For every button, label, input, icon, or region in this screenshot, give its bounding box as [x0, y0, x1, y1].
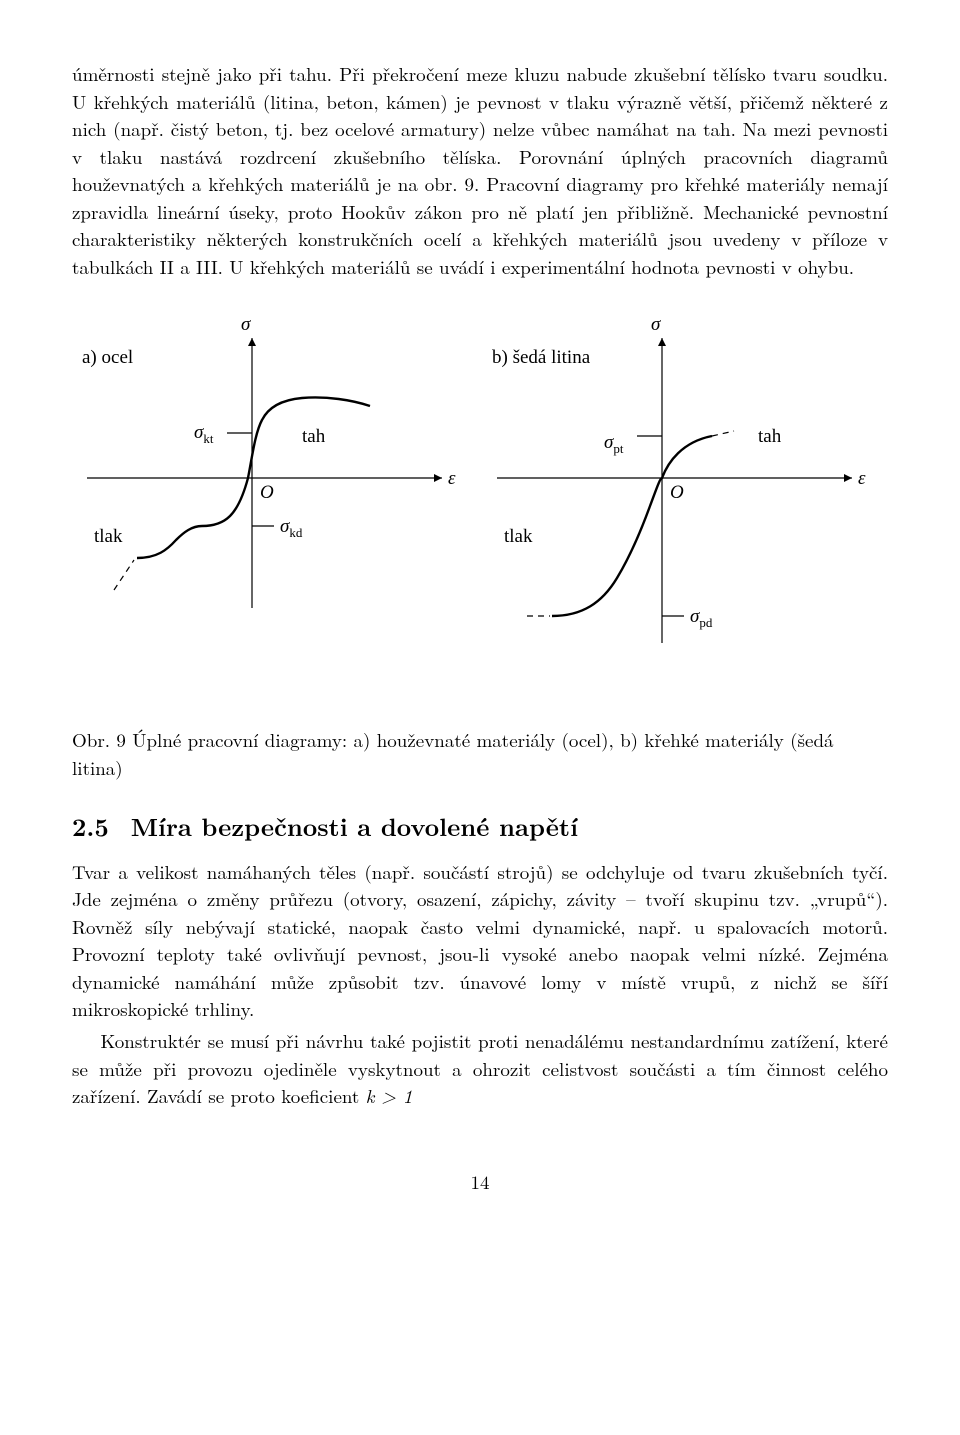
inline-math-k: k > 1: [366, 1082, 413, 1109]
svg-text:O: O: [670, 482, 684, 503]
svg-text:σkd: σkd: [280, 516, 303, 540]
svg-text:σ: σ: [241, 314, 251, 335]
page-number: 14: [72, 1168, 888, 1196]
paragraph-3-text: Konstruktér se musí při návrhu také poji…: [72, 1027, 888, 1109]
svg-text:ε: ε: [448, 468, 456, 489]
section-2-5-heading: 2.5 Míra bezpečnosti a dovolené napětí: [72, 809, 888, 845]
figure-9: a) ocel σ ε O tah tlak σkt σkd: [72, 308, 888, 708]
section-number: 2.5: [72, 809, 109, 845]
paragraph-3: Konstruktér se musí při návrhu také poji…: [72, 1027, 888, 1110]
svg-text:a) ocel: a) ocel: [82, 347, 133, 368]
svg-text:tlak: tlak: [94, 526, 123, 547]
paragraph-1: úměrnosti stejně jako při tahu. Při přek…: [72, 60, 888, 280]
svg-text:tah: tah: [302, 426, 326, 447]
svg-text:σ: σ: [651, 314, 661, 335]
svg-text:ε: ε: [858, 468, 866, 489]
svg-text:σkt: σkt: [194, 422, 214, 446]
svg-text:O: O: [260, 482, 274, 503]
figure-9-svg: a) ocel σ ε O tah tlak σkt σkd: [72, 308, 888, 708]
paragraph-2: Tvar a velikost namáhaných těles (např. …: [72, 858, 888, 1023]
section-title: Míra bezpečnosti a dovolené napětí: [131, 809, 578, 844]
svg-text:tah: tah: [758, 426, 782, 447]
figure-9-caption: Obr. 9 Úplné pracovní diagramy: a) houže…: [72, 726, 888, 781]
svg-text:σpd: σpd: [690, 606, 713, 630]
svg-text:σpt: σpt: [604, 432, 624, 456]
svg-text:tlak: tlak: [504, 526, 533, 547]
svg-text:b) šedá litina: b) šedá litina: [492, 347, 591, 368]
